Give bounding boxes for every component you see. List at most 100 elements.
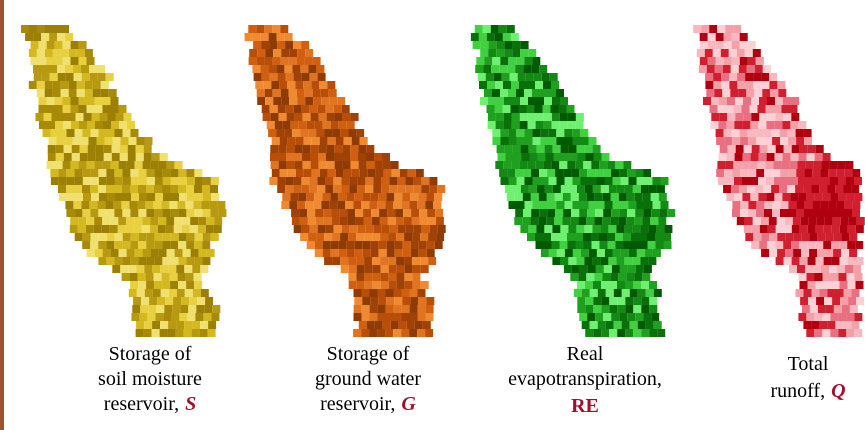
- map-cell: [746, 89, 754, 97]
- map-cell: [808, 281, 816, 289]
- map-cell: [589, 177, 597, 185]
- map-cell: [640, 225, 648, 233]
- map-cell: [37, 49, 45, 57]
- map-cell: [568, 257, 576, 265]
- map-cell: [723, 185, 731, 193]
- map-cell: [203, 193, 211, 201]
- map-cell: [177, 289, 185, 297]
- map-cell: [562, 153, 570, 161]
- map-cell: [594, 273, 602, 281]
- map-cell: [425, 329, 433, 337]
- map-cell: [86, 225, 94, 233]
- map-cell: [413, 265, 421, 273]
- map-cell: [832, 225, 840, 233]
- map-cell: [536, 225, 544, 233]
- map-cell: [491, 25, 499, 33]
- map-cell: [793, 249, 801, 257]
- map-cell: [852, 289, 860, 297]
- map-cell: [719, 153, 727, 161]
- map-cell: [325, 177, 333, 185]
- map-cell: [332, 233, 340, 241]
- map-cell: [734, 121, 742, 129]
- map-cell: [147, 177, 155, 185]
- map-cell: [343, 113, 351, 121]
- map-cell: [573, 201, 581, 209]
- map-cell: [71, 57, 79, 65]
- map-cell: [127, 121, 135, 129]
- map-cell: [603, 169, 611, 177]
- map-cell: [526, 73, 534, 81]
- map-cell: [33, 65, 41, 73]
- map-cell: [195, 313, 203, 321]
- map-cell: [78, 225, 86, 233]
- map-cell: [659, 193, 667, 201]
- map-cell: [386, 289, 394, 297]
- map-cell: [348, 233, 356, 241]
- map-cell: [410, 313, 418, 321]
- map-cell: [184, 265, 192, 273]
- map-cell: [792, 145, 800, 153]
- map-cell: [628, 265, 636, 273]
- map-cell: [331, 241, 339, 249]
- map-cell: [611, 193, 619, 201]
- map-cell: [270, 145, 278, 153]
- map-cell: [362, 313, 370, 321]
- map-cell: [724, 33, 732, 41]
- map-cell: [263, 81, 271, 89]
- map-cell: [761, 81, 769, 89]
- map-cell: [270, 73, 278, 81]
- map-cell: [548, 129, 556, 137]
- map-cell: [524, 89, 532, 97]
- map-cell: [194, 209, 202, 217]
- map-cell: [74, 169, 82, 177]
- map-cell: [563, 209, 571, 217]
- map-cell: [752, 145, 760, 153]
- map-cell: [396, 257, 404, 265]
- map-cell: [758, 105, 766, 113]
- map-cell: [817, 217, 825, 225]
- map-cell: [546, 153, 554, 161]
- map-cell: [44, 113, 52, 121]
- map-cell: [152, 265, 160, 273]
- map-cell: [300, 217, 308, 225]
- map-cell: [509, 177, 517, 185]
- map-cell: [81, 65, 89, 73]
- map-cell: [761, 217, 769, 225]
- map-cell: [210, 209, 218, 217]
- map-cell: [563, 193, 571, 201]
- map-cell: [111, 105, 119, 113]
- map-cell: [115, 193, 123, 201]
- map-cell: [802, 305, 810, 313]
- map-cell: [846, 329, 854, 337]
- map-cell: [122, 209, 130, 217]
- map-cell: [271, 113, 279, 121]
- map-cell: [99, 129, 107, 137]
- map-cell: [339, 209, 347, 217]
- map-cell: [824, 257, 832, 265]
- map-cell: [75, 193, 83, 201]
- map-cell: [282, 193, 290, 201]
- map-cell: [617, 297, 625, 305]
- map-cell: [541, 201, 549, 209]
- map-cell: [310, 105, 318, 113]
- map-cell: [540, 89, 548, 97]
- map-cell: [159, 249, 167, 257]
- map-cell: [508, 89, 516, 97]
- map-cell: [839, 241, 847, 249]
- map-cell: [271, 81, 279, 89]
- map-cell: [349, 185, 357, 193]
- map-cell: [767, 241, 775, 249]
- map-cell: [649, 329, 657, 337]
- map-cell: [806, 313, 814, 321]
- map-cell: [133, 297, 141, 305]
- map-cell: [536, 113, 544, 121]
- map-cell: [280, 25, 288, 33]
- map-cell: [115, 177, 123, 185]
- map-cell: [536, 241, 544, 249]
- map-cell: [325, 185, 333, 193]
- map-cell: [664, 225, 672, 233]
- map-cell: [619, 209, 627, 217]
- map-cell: [335, 161, 343, 169]
- map-cell: [740, 33, 748, 41]
- map-cell: [187, 233, 195, 241]
